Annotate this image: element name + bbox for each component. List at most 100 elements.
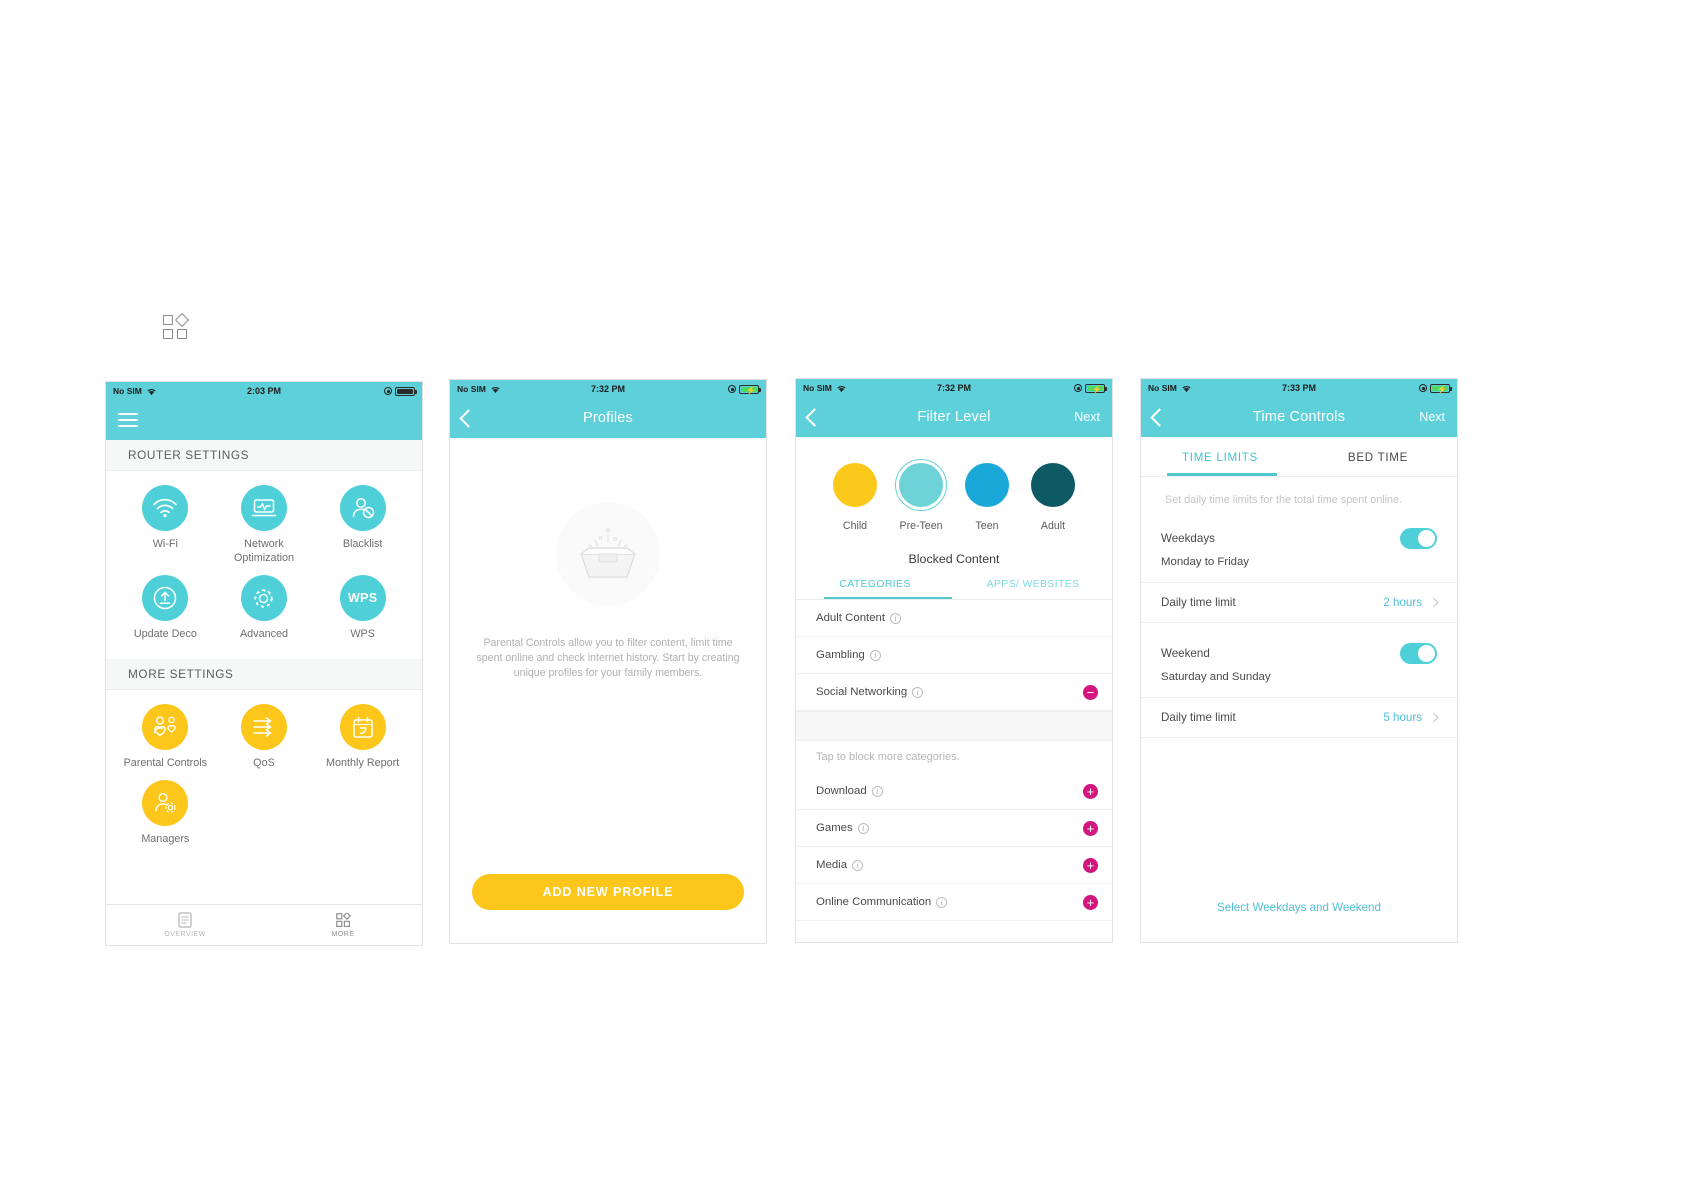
blocked-content-tabs: CATEGORIES APPS/ WEBSITES (796, 578, 1112, 599)
info-icon[interactable]: i (857, 822, 869, 834)
page-title: Filter Level (917, 409, 991, 425)
level-adult[interactable]: Adult (1027, 459, 1079, 532)
tile-label: WPS (350, 628, 375, 640)
weekend-daily-limit-row[interactable]: Daily time limit 5 hours (1141, 698, 1457, 737)
tab-overview[interactable]: OVERVIEW (106, 905, 264, 945)
add-new-profile-button[interactable]: ADD NEW PROFILE (472, 874, 744, 910)
carrier-label: No SIM (457, 384, 486, 394)
wifi-icon (837, 385, 846, 392)
gear-icon (240, 575, 287, 621)
more-grid-icon (335, 912, 351, 927)
next-button[interactable]: Next (1419, 410, 1445, 424)
next-button[interactable]: Next (1074, 410, 1100, 424)
status-time: 7:32 PM (936, 383, 971, 393)
info-icon[interactable]: i (852, 859, 864, 871)
block-more-hint: Tap to block more categories. (816, 751, 960, 763)
more-settings-grid: Parental Controls QoS (106, 690, 422, 864)
info-icon[interactable]: i (871, 785, 883, 797)
blocked-row-adult-content[interactable]: Adult Content i (796, 600, 1112, 637)
bottom-tab-bar: OVERVIEW MORE (106, 904, 422, 945)
info-icon[interactable]: i (936, 896, 948, 908)
tile-qos[interactable]: QoS (215, 704, 314, 770)
select-weekdays-weekend-link[interactable]: Select Weekdays and Weekend (1217, 901, 1381, 914)
filter-level-selector: Child Pre-Teen Teen Adult (796, 437, 1112, 532)
qos-icon (240, 704, 287, 750)
tile-network-optimization[interactable]: Network Optimization (215, 485, 314, 565)
level-child[interactable]: Child (829, 459, 881, 532)
tab-time-limits[interactable]: TIME LIMITS (1182, 451, 1258, 464)
wifi-icon (491, 386, 500, 393)
tile-wps[interactable]: WPS WPS (313, 575, 412, 641)
tile-blacklist[interactable]: Blacklist (313, 485, 412, 565)
blocked-row-gambling[interactable]: Gambling i (796, 637, 1112, 674)
category-row-media[interactable]: Media i + (796, 847, 1112, 884)
level-label: Child (842, 520, 868, 532)
status-bar: No SIM 7:32 PM ⚡ (450, 380, 766, 398)
tile-advanced[interactable]: Advanced (215, 575, 314, 641)
remove-category-icon[interactable]: − (1083, 684, 1098, 700)
location-icon (1074, 384, 1082, 392)
tab-apps-websites[interactable]: APPS/ WEBSITES (986, 579, 1080, 590)
tile-monthly-report[interactable]: Monthly Report (313, 704, 412, 770)
carrier-label: No SIM (113, 386, 142, 396)
weekend-toggle[interactable] (1400, 643, 1437, 664)
update-icon (142, 575, 189, 621)
category-row-download[interactable]: Download i + (796, 773, 1112, 810)
row-label: Adult Content (816, 612, 886, 624)
tile-update-deco[interactable]: Update Deco (116, 575, 215, 641)
phone-screen-filter-level: No SIM 7:32 PM ⚡ Filter Level Next Child (795, 378, 1113, 943)
section-header-more-settings: MORE SETTINGS (106, 659, 422, 690)
add-category-icon[interactable]: + (1083, 894, 1098, 910)
tile-label: Wi-Fi (152, 538, 178, 550)
time-controls-tabs: TIME LIMITS BED TIME (1141, 437, 1457, 476)
hamburger-icon[interactable] (118, 413, 138, 427)
weekdays-toggle[interactable] (1400, 528, 1437, 549)
status-bar: No SIM 7:32 PM ⚡ (796, 379, 1112, 397)
blocked-row-social-networking[interactable]: Social Networking i − (796, 674, 1112, 711)
add-category-icon[interactable]: + (1083, 783, 1098, 799)
location-icon (384, 387, 392, 395)
wifi-icon (142, 485, 189, 531)
level-pre-teen[interactable]: Pre-Teen (895, 459, 947, 532)
info-icon[interactable]: i (890, 612, 902, 624)
tab-categories[interactable]: CATEGORIES (839, 579, 911, 590)
row-label: Download (816, 785, 867, 797)
add-category-icon[interactable]: + (1083, 857, 1098, 873)
location-icon (1419, 384, 1427, 392)
nav-bar (106, 400, 422, 440)
wifi-icon (1182, 385, 1191, 392)
level-teen[interactable]: Teen (961, 459, 1013, 532)
tab-more[interactable]: MORE (264, 905, 422, 945)
status-bar: No SIM 7:33 PM ⚡ (1141, 379, 1457, 397)
managers-icon (142, 780, 189, 826)
category-row-games[interactable]: Games i + (796, 810, 1112, 847)
tab-label: OVERVIEW (164, 931, 206, 938)
info-icon[interactable]: i (912, 686, 924, 698)
list-gap-band (796, 711, 1112, 741)
weekend-group: Weekend Saturday and Sunday (1141, 643, 1457, 683)
weekdays-daily-limit-row[interactable]: Daily time limit 2 hours (1141, 583, 1457, 622)
router-settings-grid: Wi-Fi Network Optimization (106, 471, 422, 659)
chevron-right-icon (1428, 597, 1439, 608)
tile-parental-controls[interactable]: Parental Controls (116, 704, 215, 770)
wps-icon: WPS (339, 575, 386, 621)
page-title: Profiles (583, 410, 633, 426)
time-limits-hint: Set daily time limits for the total time… (1165, 494, 1403, 506)
tab-label: MORE (331, 930, 355, 938)
category-row-online-communication[interactable]: Online Communication i + (796, 884, 1112, 921)
section-header-router-settings: ROUTER SETTINGS (106, 440, 422, 471)
overview-icon (178, 912, 192, 928)
tile-managers[interactable]: Managers (116, 780, 215, 846)
nav-bar: Filter Level Next (796, 397, 1112, 437)
available-categories-list: Download i + Games i + Media i + Online Com… (796, 773, 1112, 921)
tab-bed-time[interactable]: BED TIME (1347, 451, 1409, 464)
tile-wifi[interactable]: Wi-Fi (116, 485, 215, 565)
limit-label: Daily time limit (1161, 711, 1236, 724)
level-swatch (1031, 463, 1075, 507)
phone-screen-profiles: No SIM 7:32 PM ⚡ Profiles (449, 379, 767, 944)
add-category-icon[interactable]: + (1083, 820, 1098, 836)
tile-label: Network Optimization (233, 538, 294, 564)
info-icon[interactable]: i (869, 649, 881, 661)
row-label: Media (816, 859, 848, 871)
